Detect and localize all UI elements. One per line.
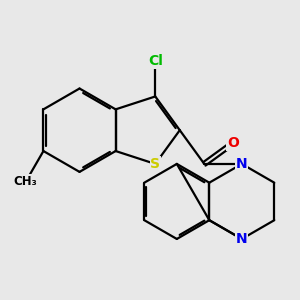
Text: S: S [150,157,160,171]
Text: N: N [236,232,248,246]
Text: O: O [227,136,239,150]
Text: N: N [236,157,248,171]
Text: Cl: Cl [148,54,163,68]
Text: CH₃: CH₃ [14,175,38,188]
